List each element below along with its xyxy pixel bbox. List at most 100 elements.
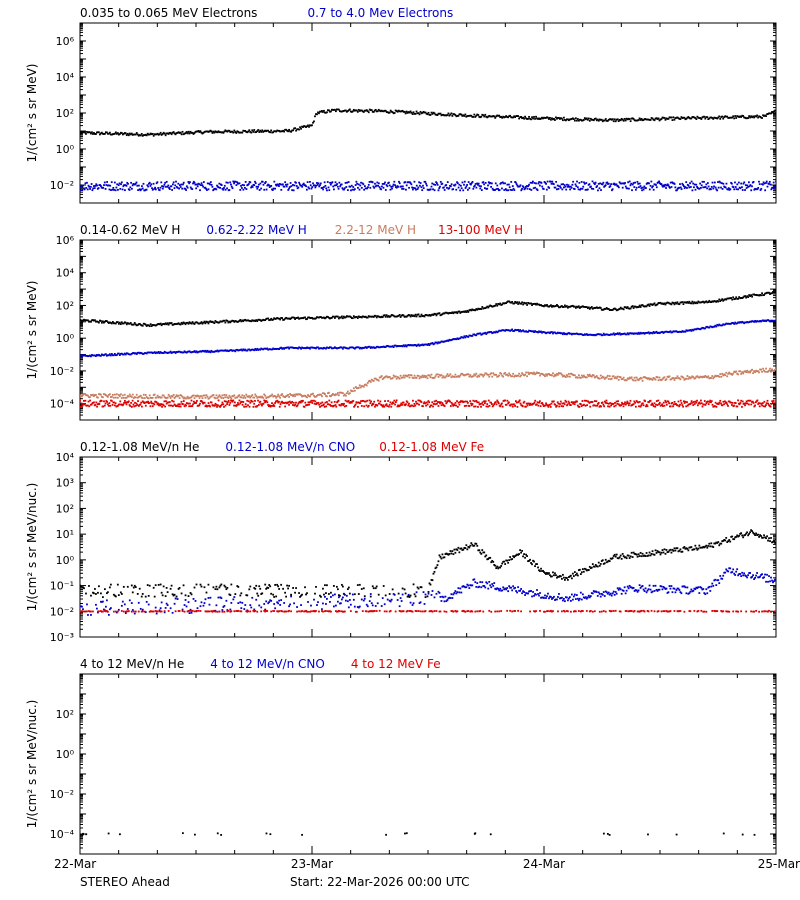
data-point	[552, 183, 555, 185]
data-point	[738, 370, 741, 373]
data-point	[327, 403, 330, 406]
data-point	[723, 373, 726, 376]
data-point	[183, 405, 186, 408]
data-point	[188, 321, 191, 324]
data-point	[336, 108, 339, 111]
data-point	[217, 186, 220, 189]
data-point	[123, 352, 126, 355]
data-point	[348, 392, 351, 395]
data-point	[623, 403, 626, 405]
data-point	[566, 183, 568, 186]
data-point	[586, 118, 589, 121]
data-point	[710, 301, 713, 304]
data-point	[327, 316, 329, 318]
data-point	[396, 376, 399, 378]
data-point	[415, 188, 417, 191]
data-point	[395, 377, 398, 380]
data-point	[149, 185, 152, 187]
data-point	[243, 319, 246, 322]
data-point	[741, 320, 744, 323]
data-point	[571, 373, 574, 376]
data-point	[472, 375, 475, 378]
data-point	[385, 403, 388, 406]
data-point	[176, 351, 179, 354]
data-point	[129, 186, 132, 189]
data-point	[317, 346, 319, 349]
data-point	[608, 309, 611, 311]
data-point	[608, 405, 611, 408]
data-point	[775, 111, 776, 114]
data-point	[597, 306, 600, 309]
data-point	[508, 183, 510, 186]
data-point	[306, 404, 309, 406]
data-point	[627, 117, 630, 120]
data-point	[652, 403, 654, 406]
data-point	[227, 129, 230, 132]
data-point	[735, 370, 738, 373]
data-point	[362, 183, 365, 186]
data-point	[774, 368, 776, 371]
data-point	[436, 401, 439, 403]
data-point	[146, 351, 149, 354]
data-point	[341, 392, 344, 395]
data-point	[479, 307, 482, 310]
data-point	[119, 352, 122, 355]
data-point	[114, 322, 117, 325]
data-point	[710, 188, 712, 191]
data-point	[87, 184, 90, 187]
data-point	[211, 132, 214, 134]
data-point	[156, 181, 159, 184]
data-point	[698, 328, 701, 330]
data-point	[590, 375, 593, 378]
data-point	[159, 351, 162, 353]
data-point	[505, 189, 508, 192]
data-point	[530, 372, 532, 375]
data-point	[461, 115, 464, 117]
data-point	[574, 306, 577, 309]
data-point	[581, 305, 584, 308]
data-point	[428, 313, 431, 316]
data-point	[543, 305, 545, 308]
data-point	[173, 132, 176, 135]
data-point	[437, 405, 440, 407]
data-point	[109, 396, 112, 398]
data-point	[678, 303, 681, 306]
data-point	[527, 117, 529, 120]
data-point	[281, 347, 284, 350]
data-point	[765, 367, 767, 370]
data-point	[355, 180, 358, 183]
data-point	[680, 188, 683, 191]
data-point	[408, 376, 411, 379]
data-point	[405, 375, 408, 377]
data-point	[530, 118, 532, 121]
data-point	[316, 394, 318, 397]
data-point	[155, 396, 158, 399]
data-point	[592, 374, 595, 377]
data-point	[132, 403, 135, 406]
data-point	[272, 395, 275, 398]
data-point	[449, 373, 452, 376]
data-point	[532, 180, 534, 183]
data-point	[355, 109, 358, 112]
data-point	[242, 129, 245, 132]
data-point	[295, 393, 297, 396]
data-point	[385, 314, 388, 317]
data-point	[323, 109, 325, 112]
data-point	[544, 331, 546, 334]
data-point	[572, 180, 575, 183]
data-point	[474, 334, 477, 337]
data-point	[271, 348, 274, 351]
data-point	[506, 399, 509, 402]
data-point	[456, 405, 459, 408]
data-point	[379, 400, 382, 403]
data-point	[535, 372, 537, 375]
data-point	[683, 402, 686, 404]
data-point	[291, 400, 294, 403]
data-point	[384, 315, 387, 318]
data-point	[420, 401, 423, 403]
data-point	[348, 315, 351, 318]
data-point	[654, 117, 657, 120]
data-point	[534, 330, 536, 332]
data-point	[702, 375, 705, 378]
data-point	[115, 354, 118, 356]
